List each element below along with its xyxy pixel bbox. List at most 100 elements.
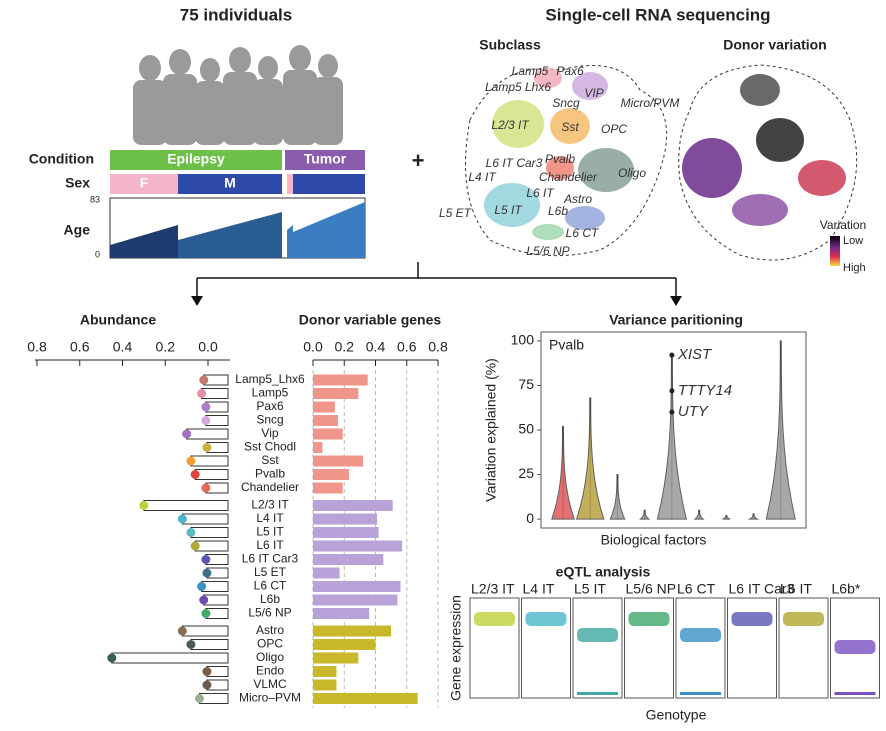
expression-cluster xyxy=(783,612,824,626)
box xyxy=(111,652,229,664)
x-axis-title: Biological factors xyxy=(601,532,707,548)
female-label: F xyxy=(140,175,149,191)
category-label: L6 IT xyxy=(256,538,284,552)
panel-title: L2/3 IT xyxy=(471,581,515,597)
male-label: M xyxy=(224,175,236,191)
bar xyxy=(313,513,378,525)
bar xyxy=(313,482,343,494)
median-dot xyxy=(182,429,192,439)
expression-cluster xyxy=(731,612,773,626)
category-label: Oligo xyxy=(256,650,284,664)
gene-point xyxy=(669,388,675,394)
low-label: Low xyxy=(843,235,863,247)
panel-frame xyxy=(572,597,623,699)
box xyxy=(190,455,229,467)
panel-title: L6b* xyxy=(832,581,861,597)
median-dot xyxy=(201,555,211,564)
x-axis-title: Genotype xyxy=(646,707,707,723)
category-label: Astro xyxy=(256,623,284,637)
violin xyxy=(747,513,760,520)
sex-label: Sex xyxy=(65,175,90,191)
panel-frame xyxy=(727,597,777,699)
bar xyxy=(313,693,418,704)
category-label: Sst xyxy=(261,453,279,467)
bar xyxy=(313,639,376,650)
condition-label: Condition xyxy=(29,151,94,167)
cluster-label: L5 ET xyxy=(439,206,473,220)
median-dot xyxy=(202,443,212,452)
category-label: L6 CT xyxy=(254,579,287,593)
panel-frame xyxy=(624,597,674,699)
panel-frame xyxy=(830,597,880,699)
category-label: L5 IT xyxy=(256,525,284,539)
expression-cluster xyxy=(577,628,618,642)
cluster-label: L6 IT Car3 xyxy=(486,156,543,170)
arrows xyxy=(196,262,677,298)
category-label: Lamp5_Lhx6 xyxy=(235,372,305,386)
bar xyxy=(313,554,384,565)
category-label: L5 ET xyxy=(254,565,287,579)
cluster-label: OPC xyxy=(601,122,627,136)
box xyxy=(190,639,229,650)
bar xyxy=(313,581,401,592)
panel-title: L5/6 NP xyxy=(626,581,677,597)
expression-cluster xyxy=(525,612,567,626)
median-dot xyxy=(186,640,196,649)
box xyxy=(194,540,229,552)
median-dot xyxy=(201,483,211,493)
panel-frame xyxy=(778,597,829,699)
category-label: L5/6 NP xyxy=(248,606,291,620)
expression-cluster xyxy=(474,612,515,626)
eqtl-title: eQTL analysis xyxy=(556,564,651,580)
expression-cluster xyxy=(680,628,721,642)
median-dot xyxy=(197,389,207,398)
median-dot xyxy=(107,653,117,663)
age-profile xyxy=(110,202,365,258)
x-tick-label: 0.8 xyxy=(27,339,47,355)
bar xyxy=(313,415,338,426)
category-label: Chandelier xyxy=(241,480,299,494)
gene-label: UTY xyxy=(678,403,709,420)
cluster-label: Lamp5 xyxy=(512,64,549,78)
cluster-label: L6 CT xyxy=(566,226,600,240)
x-tick-label: 0.4 xyxy=(113,339,133,355)
median-dot xyxy=(202,667,212,676)
median-dot xyxy=(190,470,200,479)
plus: + xyxy=(412,148,425,173)
age-label: Age xyxy=(64,222,91,238)
expression-low xyxy=(680,692,721,695)
box xyxy=(194,469,229,480)
bar xyxy=(313,401,335,413)
x-tick-label: 0.6 xyxy=(70,339,90,355)
median-dot xyxy=(194,694,204,703)
cluster-label: Micro/PVM xyxy=(621,96,680,110)
bar xyxy=(313,428,343,440)
panel-title: L4 IT xyxy=(523,581,555,597)
y-tick-label: 100 xyxy=(511,332,535,348)
median-dot xyxy=(201,402,211,412)
umap-donor xyxy=(678,64,858,261)
violin xyxy=(765,340,796,520)
x-tick-label: 0.0 xyxy=(198,339,218,355)
epilepsy-label: Epilepsy xyxy=(167,151,225,167)
expression-low xyxy=(577,692,618,695)
violin xyxy=(722,515,731,520)
cluster-label: Lamp5 Lhx6 xyxy=(485,80,551,94)
x-tick-label: 0.0 xyxy=(303,339,323,355)
median-dot xyxy=(197,582,207,591)
gene-label: XIST xyxy=(677,346,713,363)
panel-title: L6 IT Car3 xyxy=(729,581,795,597)
violin xyxy=(693,509,705,520)
category-label: L2/3 IT xyxy=(251,498,289,512)
bar xyxy=(313,652,359,664)
cluster-label: Pvalb xyxy=(545,152,575,166)
category-label: Micro–PVM xyxy=(239,691,301,705)
category-label: L4 IT xyxy=(256,511,284,525)
x-tick-label: 0.2 xyxy=(335,339,355,355)
violin xyxy=(639,509,651,520)
donor-genes-title: Donor variable genes xyxy=(299,312,442,328)
box xyxy=(143,500,229,511)
right-title: Single-cell RNA sequencing xyxy=(545,5,770,24)
arrow-head xyxy=(670,296,682,306)
